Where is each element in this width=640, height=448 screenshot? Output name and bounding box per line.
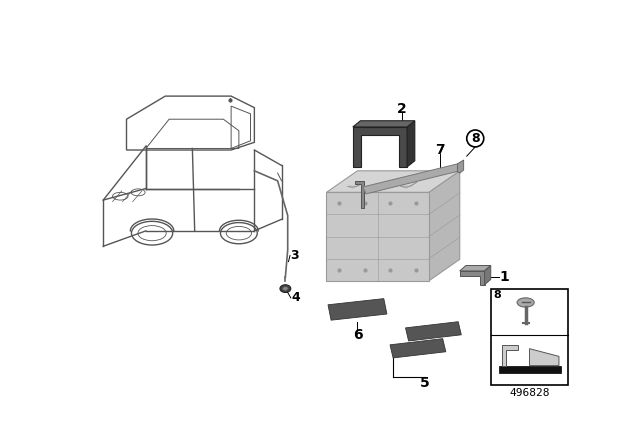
Polygon shape [502, 345, 518, 366]
Text: 1: 1 [500, 270, 509, 284]
Polygon shape [363, 164, 460, 194]
Polygon shape [328, 299, 387, 320]
Ellipse shape [283, 287, 288, 291]
Polygon shape [460, 266, 491, 271]
Polygon shape [429, 171, 460, 281]
Bar [491, 289, 568, 385]
Polygon shape [353, 127, 407, 167]
Polygon shape [326, 192, 429, 281]
Polygon shape [460, 271, 484, 285]
Text: 8: 8 [471, 132, 479, 145]
Ellipse shape [280, 285, 291, 293]
Text: 496828: 496828 [509, 388, 550, 397]
Text: 8: 8 [493, 290, 501, 300]
Polygon shape [484, 266, 491, 285]
Polygon shape [400, 182, 417, 188]
Polygon shape [390, 339, 446, 358]
Polygon shape [355, 181, 364, 208]
Text: 3: 3 [290, 249, 299, 262]
Polygon shape [353, 121, 415, 127]
Text: 4: 4 [292, 291, 300, 304]
Bar [499, 366, 561, 373]
Text: 6: 6 [353, 328, 362, 342]
Polygon shape [407, 121, 415, 167]
Polygon shape [529, 349, 559, 366]
Ellipse shape [517, 298, 534, 307]
Polygon shape [406, 322, 461, 341]
Text: 7: 7 [436, 143, 445, 157]
Text: 5: 5 [420, 376, 429, 390]
Polygon shape [347, 182, 364, 188]
Polygon shape [458, 160, 463, 173]
Polygon shape [326, 171, 460, 192]
Text: 2: 2 [397, 102, 406, 116]
